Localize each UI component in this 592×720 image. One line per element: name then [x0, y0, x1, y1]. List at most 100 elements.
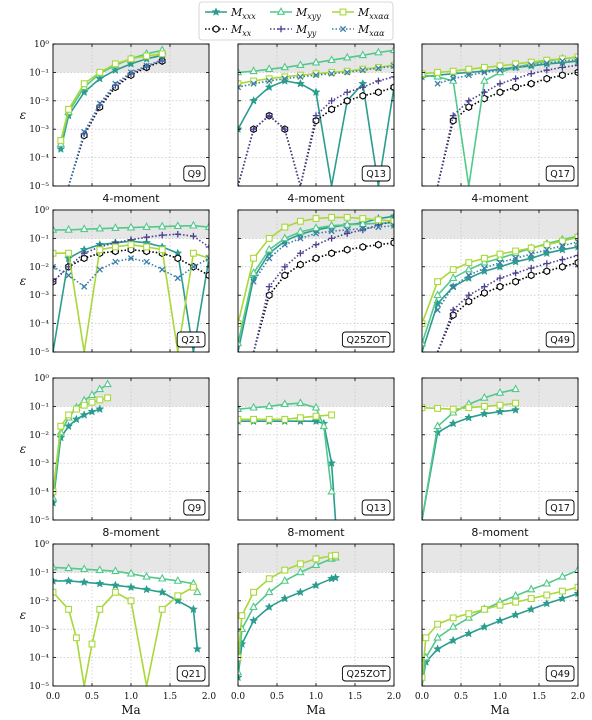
- svg-text:Q25ZOT: Q25ZOT: [347, 335, 387, 346]
- data-point-xx: [390, 83, 394, 92]
- data-point-xαα: [481, 264, 488, 272]
- y-axis-label: ε: [20, 274, 26, 288]
- data-point-xxx: [464, 273, 474, 282]
- data-point-xxαα: [496, 601, 504, 609]
- data-point-yy: [312, 112, 320, 119]
- legend-marker-icon: [212, 25, 220, 33]
- data-point-xxαα: [265, 415, 273, 423]
- data-point-xxx: [249, 615, 259, 625]
- data-point-xyy: [264, 64, 274, 73]
- series-group: [422, 384, 521, 520]
- y-tick-label: 10⁻⁵: [29, 182, 49, 192]
- data-point-xyy: [342, 52, 352, 61]
- data-point-yy: [465, 97, 473, 105]
- data-point-xxαα: [496, 250, 504, 258]
- data-point-xxx: [79, 577, 89, 587]
- grid: [238, 544, 394, 686]
- data-point-xyy: [327, 220, 336, 229]
- series-group: [238, 211, 394, 352]
- data-point-xαα: [127, 69, 135, 76]
- data-point-xyy: [280, 62, 290, 71]
- legend-item-xxx: Mxxx: [205, 6, 256, 21]
- data-point-yy: [527, 70, 535, 77]
- data-point-xyy: [433, 290, 442, 299]
- legend-marker-icon: [277, 25, 285, 33]
- data-point-xyy: [249, 66, 258, 75]
- series-group: [422, 51, 578, 186]
- data-point-xxαα: [312, 70, 320, 78]
- data-point-xx: [343, 245, 351, 254]
- data-point-xαα: [65, 272, 72, 279]
- data-point-xαα: [512, 255, 519, 262]
- data-point-xxαα: [332, 551, 339, 559]
- x-tick-label: 1.0: [493, 692, 508, 702]
- data-point-xxαα: [496, 62, 504, 70]
- svg-text:Q49: Q49: [550, 335, 570, 346]
- x-axis-label: Ma: [490, 703, 509, 716]
- data-point-xxαα: [512, 399, 520, 407]
- x-axis-label: Ma: [306, 703, 325, 716]
- data-point-xxαα: [281, 415, 289, 423]
- data-point-xxαα: [312, 555, 320, 563]
- svg-text:Q21: Q21: [181, 335, 201, 346]
- data-point-xx: [174, 254, 182, 263]
- data-point-yy: [328, 97, 335, 105]
- data-point-xxx: [479, 622, 489, 631]
- data-point-xαα: [390, 222, 394, 229]
- series-line-xαα: [437, 58, 578, 85]
- series-line-xx: [252, 242, 394, 352]
- data-point-xxx: [542, 598, 552, 608]
- svg-text:Q17: Q17: [550, 169, 570, 180]
- data-point-xx: [296, 260, 304, 269]
- data-point-xαα: [481, 69, 488, 76]
- data-point-yy: [543, 66, 551, 74]
- data-point-xxαα: [65, 605, 73, 613]
- data-point-xyy: [238, 338, 243, 347]
- data-point-xxx: [433, 644, 443, 653]
- data-point-xxαα: [374, 216, 382, 224]
- data-point-xyy: [433, 421, 442, 430]
- data-point-yy: [205, 243, 209, 251]
- data-point-yy: [449, 112, 457, 119]
- data-point-xyy: [280, 399, 290, 408]
- data-point-xxx: [142, 584, 152, 594]
- data-point-xxαα: [65, 249, 73, 257]
- data-point-xyy: [526, 584, 536, 593]
- data-point-xxαα: [53, 588, 57, 596]
- data-point-xyy: [79, 564, 89, 573]
- data-point-yy: [143, 233, 150, 241]
- series-line-xx: [436, 261, 578, 352]
- data-point-xxαα: [281, 73, 289, 81]
- panel-q17-8-moment: Q17: [421, 377, 579, 521]
- data-point-xαα: [281, 75, 288, 82]
- data-point-xαα: [465, 72, 472, 79]
- data-point-xxαα: [422, 634, 430, 642]
- data-point-xxx: [464, 628, 474, 638]
- y-tick-label: 10⁻⁵: [29, 516, 49, 526]
- data-point-xxx: [479, 409, 489, 418]
- data-point-xxαα: [434, 620, 442, 628]
- data-point-xxx: [126, 59, 136, 68]
- data-point-xxx: [264, 602, 274, 611]
- data-point-xyy: [422, 338, 427, 347]
- data-point-xαα: [528, 251, 535, 258]
- data-point-xxαα: [281, 566, 289, 574]
- data-point-xyy: [296, 567, 305, 576]
- svg-text:Q13: Q13: [366, 503, 386, 514]
- data-point-xαα: [574, 56, 578, 63]
- data-point-xxx: [110, 65, 120, 74]
- data-point-xxx: [157, 587, 167, 597]
- data-point-xyy: [464, 264, 474, 273]
- legend-label: Myy: [295, 23, 317, 38]
- data-point-xxαα: [480, 63, 488, 71]
- data-point-xxx: [295, 78, 305, 88]
- data-point-xx: [496, 282, 504, 291]
- legend-label: Mxyy: [295, 6, 321, 21]
- data-point-xx: [374, 240, 382, 249]
- x-tick-label: 2.0: [571, 692, 586, 702]
- data-point-yy: [190, 232, 197, 240]
- data-point-xαα: [250, 80, 257, 87]
- data-point-xαα: [543, 60, 550, 67]
- data-point-xαα: [450, 75, 457, 82]
- data-point-xxαα: [434, 68, 442, 76]
